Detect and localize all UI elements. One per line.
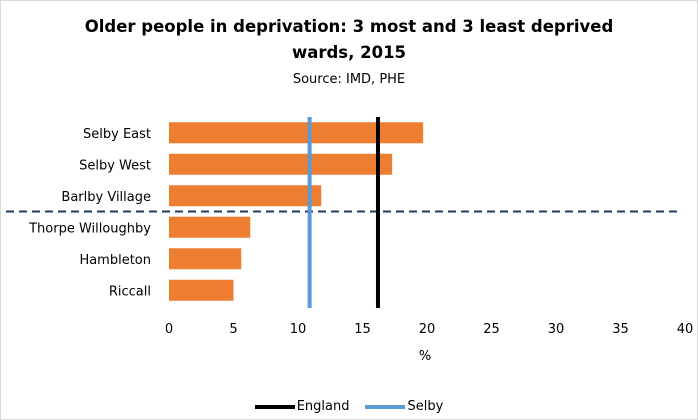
legend: England Selby — [0, 399, 698, 414]
category-label-selby-east: Selby East — [83, 127, 151, 142]
category-label-hambleton: Hambleton — [79, 253, 151, 268]
chart-subtitle: Source: IMD, PHE — [292, 72, 406, 87]
x-tick-label-0: 0 — [165, 322, 173, 337]
legend-label-selby: Selby — [407, 399, 444, 414]
bar-thorpe-willoughby — [169, 216, 251, 238]
x-tick-labels: 0 5 10 15 20 25 30 35 40 — [165, 322, 693, 337]
legend-swatch-england — [254, 404, 295, 409]
bar-selby-west — [169, 153, 393, 175]
chart-title-line-1: Older people in deprivation: 3 most and … — [84, 17, 614, 36]
category-label-riccall: Riccall — [109, 284, 151, 299]
legend-item-selby: Selby — [365, 399, 443, 414]
legend-item-england: England — [254, 399, 350, 414]
x-tick-label-40: 40 — [677, 322, 694, 337]
x-axis-label: % — [419, 349, 431, 364]
x-tick-label-10: 10 — [290, 322, 307, 337]
x-tick-label-25: 25 — [483, 322, 500, 337]
bar-selby-east — [169, 122, 424, 144]
category-label-thorpe-willoughby: Thorpe Willoughby — [28, 221, 151, 236]
x-tick-label-20: 20 — [419, 322, 436, 337]
x-tick-label-35: 35 — [612, 322, 629, 337]
category-label-barlby-village: Barlby Village — [61, 190, 151, 205]
bar-chart-plot: Selby East Selby West Barlby Village Thorpe… — [6, 117, 693, 364]
x-tick-label-5: 5 — [229, 322, 237, 337]
bar-hambleton — [169, 248, 242, 270]
reference-lines — [307, 117, 380, 308]
chart-title-line-2: wards, 2015 — [291, 43, 407, 62]
legend-swatch-selby — [365, 404, 406, 409]
chart-title: Older people in deprivation: 3 most and … — [0, 14, 698, 66]
category-labels: Selby East Selby West Barlby Village Thorpe… — [28, 127, 151, 300]
bar-barlby-village — [169, 185, 322, 207]
x-tick-label-30: 30 — [548, 322, 565, 337]
x-tick-label-15: 15 — [354, 322, 371, 337]
legend-label-england: England — [296, 399, 350, 414]
bars-layer — [169, 122, 424, 301]
bar-riccall — [169, 279, 234, 301]
category-label-selby-west: Selby West — [79, 158, 151, 173]
